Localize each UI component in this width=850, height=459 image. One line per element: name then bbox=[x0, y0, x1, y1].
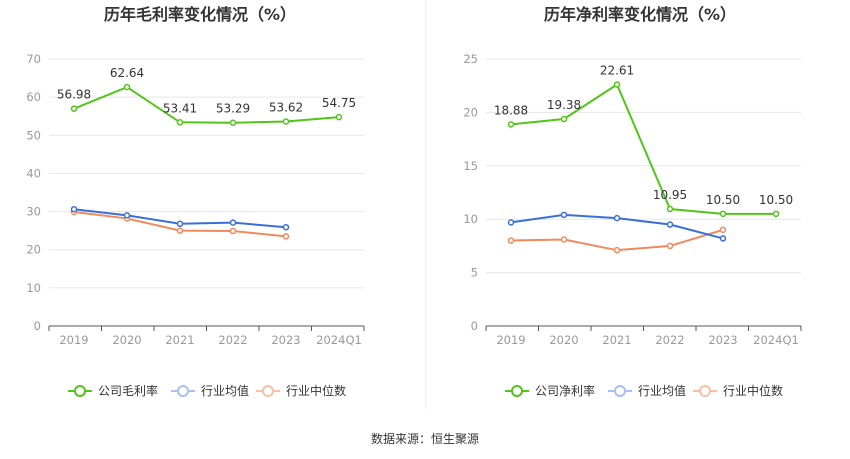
data-label: 54.75 bbox=[322, 96, 356, 110]
legend-label: 行业中位数 bbox=[286, 383, 346, 398]
data-label: 10.50 bbox=[706, 193, 740, 207]
data-point bbox=[282, 223, 290, 231]
data-point bbox=[719, 210, 727, 218]
chart-title: 历年净利率变化情况（%） bbox=[544, 5, 736, 24]
y-tick-label: 70 bbox=[26, 52, 41, 66]
data-point bbox=[176, 220, 184, 228]
data-point bbox=[666, 242, 674, 250]
data-point bbox=[229, 219, 237, 226]
data-point bbox=[123, 83, 131, 91]
data-point bbox=[772, 210, 780, 218]
chart-1: 历年毛利率变化情况（%） 0 10 20 30 40 50 60 70 2019 2020 2021 2… bbox=[26, 5, 365, 398]
x-tick-label: 2019 bbox=[59, 333, 88, 347]
legend-label: 公司毛利率 bbox=[98, 383, 158, 398]
y-tick-label: 40 bbox=[26, 166, 41, 180]
y-tick-label: 10 bbox=[26, 281, 41, 295]
data-point bbox=[229, 119, 237, 126]
data-point bbox=[666, 205, 674, 213]
x-tick-label: 2022 bbox=[655, 333, 684, 347]
data-point bbox=[613, 214, 621, 222]
panel-divider bbox=[425, 0, 426, 410]
x-tick-label: 2023 bbox=[271, 333, 300, 347]
data-point bbox=[507, 219, 515, 226]
legend-marker bbox=[177, 385, 189, 397]
y-tick-label: 60 bbox=[26, 90, 41, 104]
data-point bbox=[229, 227, 237, 235]
y-tick-label: 10 bbox=[463, 212, 478, 226]
data-label: 53.62 bbox=[269, 100, 303, 114]
data-point bbox=[282, 118, 290, 125]
x-tick-label: 2021 bbox=[602, 333, 631, 347]
x-tick-label: 2020 bbox=[112, 333, 141, 347]
data-point bbox=[70, 105, 78, 112]
series-line bbox=[510, 83, 776, 215]
data-point bbox=[176, 227, 184, 234]
x-tick-label: 2023 bbox=[708, 333, 737, 347]
data-point bbox=[666, 221, 674, 228]
data-point bbox=[507, 121, 515, 128]
legend-marker bbox=[74, 385, 86, 397]
data-label: 22.61 bbox=[600, 64, 634, 78]
data-point bbox=[719, 226, 727, 234]
y-tick-label: 0 bbox=[34, 319, 41, 333]
y-tick-label: 20 bbox=[463, 105, 478, 119]
data-point bbox=[282, 233, 290, 240]
data-point bbox=[123, 212, 131, 219]
data-point bbox=[70, 206, 78, 213]
data-point bbox=[613, 81, 621, 88]
series-line bbox=[73, 85, 340, 124]
data-point bbox=[335, 113, 343, 121]
legend-marker bbox=[262, 385, 274, 397]
y-tick-label: 25 bbox=[463, 52, 478, 66]
legend-label: 公司净利率 bbox=[535, 383, 595, 398]
data-label: 10.50 bbox=[759, 193, 793, 207]
chart-2: 历年净利率变化情况（%） 0 5 10 15 20 25 2019 2020 2021 2022 20… bbox=[463, 5, 802, 398]
data-point bbox=[719, 235, 727, 242]
chart-title: 历年毛利率变化情况（%） bbox=[104, 5, 296, 24]
data-point bbox=[507, 237, 515, 244]
y-tick-label: 15 bbox=[463, 159, 478, 173]
source-note: 数据来源：恒生聚源 bbox=[370, 432, 479, 446]
y-tick-label: 50 bbox=[26, 128, 41, 142]
legend-marker bbox=[614, 385, 626, 397]
y-tick-label: 20 bbox=[26, 243, 41, 257]
legend-label: 行业中位数 bbox=[723, 383, 783, 398]
x-tick-label: 2021 bbox=[165, 333, 194, 347]
y-tick-label: 5 bbox=[471, 266, 478, 280]
data-point bbox=[560, 236, 568, 243]
data-label: 56.98 bbox=[57, 88, 91, 102]
data-point bbox=[613, 246, 621, 254]
x-tick-label: 2020 bbox=[549, 333, 578, 347]
x-tick-label: 2024Q1 bbox=[753, 333, 799, 347]
data-point bbox=[560, 115, 568, 123]
data-label: 19.38 bbox=[547, 98, 581, 112]
data-point bbox=[560, 211, 568, 219]
x-tick-label: 2022 bbox=[218, 333, 247, 347]
x-tick-label: 2024Q1 bbox=[316, 333, 362, 347]
data-label: 62.64 bbox=[110, 66, 144, 80]
data-label: 18.88 bbox=[494, 103, 528, 117]
legend-label: 行业均值 bbox=[201, 383, 249, 398]
data-point bbox=[176, 119, 184, 126]
data-label: 10.95 bbox=[653, 188, 687, 202]
data-label: 53.41 bbox=[163, 101, 197, 115]
data-label: 53.29 bbox=[216, 102, 250, 116]
y-tick-label: 30 bbox=[26, 205, 41, 219]
x-tick-label: 2019 bbox=[496, 333, 525, 347]
legend-label: 行业均值 bbox=[638, 383, 686, 398]
legend-marker bbox=[511, 385, 523, 397]
legend-marker bbox=[699, 385, 711, 397]
y-tick-label: 0 bbox=[471, 319, 478, 333]
